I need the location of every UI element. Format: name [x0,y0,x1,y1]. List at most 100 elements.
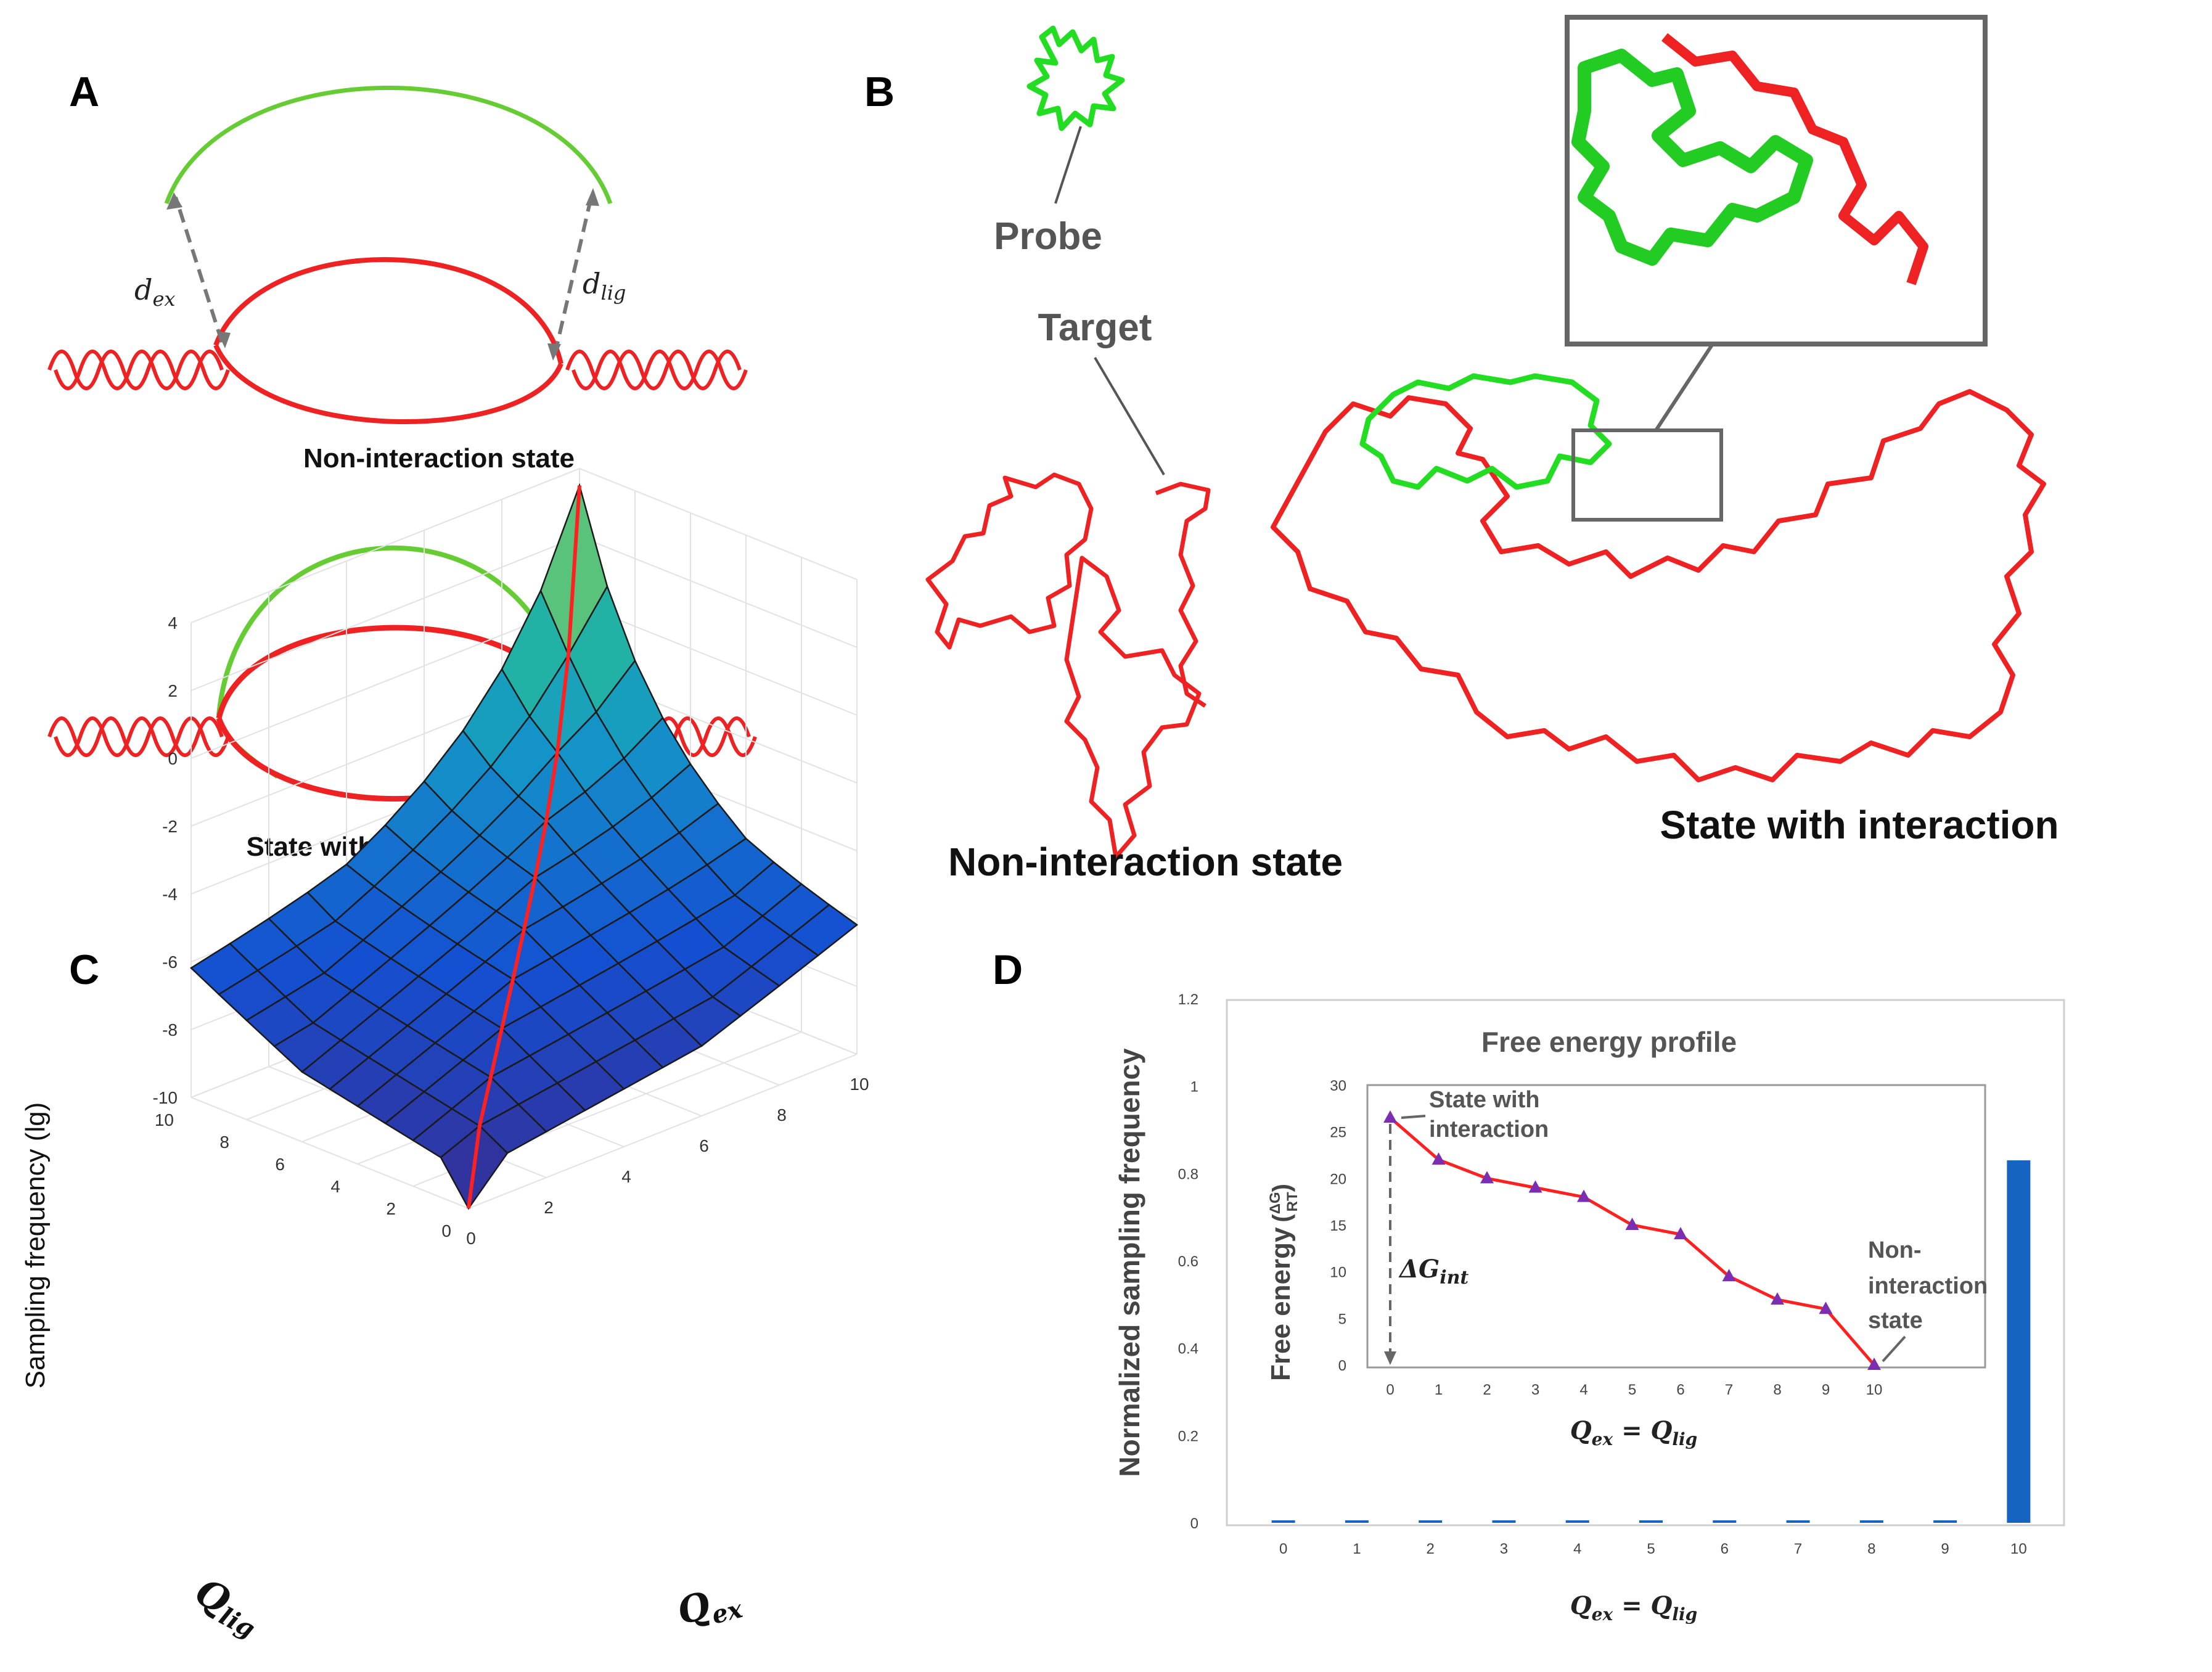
d-inset-xtick: 2 [1483,1382,1491,1398]
c-xtick: 4 [621,1167,631,1186]
c-xtick: 2 [544,1198,554,1217]
d-inset-title: Free energy profile [1481,1026,1737,1058]
d-inset-marker [1480,1171,1494,1184]
caption-non-interaction-b: Non-interaction state [948,840,1343,884]
d-xtick: 8 [1867,1541,1875,1557]
d-inset-xtick: 8 [1773,1382,1781,1398]
d-bar-chart: 00.20.40.60.811.20 1 2 3 4 5 6 7 8 9 10 [1178,991,2031,1557]
d-ytick: 1 [1190,1079,1198,1096]
c-ztick: -2 [162,817,178,836]
c-ytick: 4 [330,1177,340,1196]
c-ylabel: Qlig [186,1570,269,1644]
d-ytick: 0 [1190,1515,1198,1532]
d-ytick: 0.4 [1178,1341,1198,1358]
d-bar [1565,1520,1589,1523]
d-inset-xtick: 7 [1725,1382,1733,1398]
d-bar [1492,1520,1516,1523]
d-inset-ytick: 25 [1330,1125,1346,1141]
c-ytick: 10 [155,1110,174,1129]
d-inset-ytick: 30 [1330,1078,1346,1094]
c-xtick: 6 [699,1136,709,1155]
c-ztick: -4 [162,885,178,904]
d-lig-label: dlig [583,267,626,305]
d-bar [1419,1520,1443,1523]
zoom-probe-strand [1571,49,1813,266]
d-plot-frame [1226,999,2065,1527]
d-ann-arrow-left [1401,1115,1426,1119]
d-bar [1345,1520,1369,1523]
d-xlabel: Qex = Qlig [1570,1591,1697,1625]
probe-label: Probe [994,215,1102,258]
c-ytick: 2 [386,1199,396,1218]
panel-c: C 4 2 0 -2 -4 -6 -8 -10 0 2 4 6 8 10 0 2 4 6 8 10 Sampling … [20,467,869,1644]
helix-top-left-2 [54,350,230,390]
d-bar [1271,1520,1295,1523]
zoom-target-strand [1661,33,1928,285]
target-loop-top-upper [213,257,563,364]
target-loop-top-lower [213,344,563,424]
d-inset-ytick: 0 [1338,1358,1346,1374]
d-inset-marker [1674,1227,1687,1240]
d-inset-ylabel: Free energy(ΔGRT) [1266,1184,1301,1381]
d-inset-marker [1722,1269,1736,1282]
d-ytick: 0.6 [1178,1253,1198,1270]
d-ytick: 1.2 [1178,991,1198,1008]
d-xtick: 10 [2010,1541,2027,1557]
d-xtick: 4 [1573,1541,1581,1557]
panel-a-letter: A [69,68,99,115]
d-ann-state: state [1868,1308,1923,1334]
d-xtick: 6 [1721,1541,1729,1557]
c-xtick: 10 [850,1075,869,1094]
c-ytick: 6 [275,1155,285,1174]
d-inset-line [1389,1117,1875,1366]
d-xtick: 9 [1941,1541,1949,1557]
d-ytick: 0.2 [1178,1428,1198,1445]
surface-plot: 4 2 0 -2 -4 -6 -8 -10 0 2 4 6 8 10 0 2 4 6 8 10 [153,467,869,1248]
d-inset-xtick: 6 [1676,1382,1684,1398]
d-ex-arrowhead-down [217,331,231,348]
d-xtick: 0 [1279,1541,1287,1557]
panel-b-letter: B [864,68,895,115]
d-inset-marker [1528,1180,1542,1193]
d-inset-xtick: 5 [1628,1382,1636,1398]
d-xtick: 3 [1500,1541,1508,1557]
c-ztick: -10 [153,1088,178,1107]
d-inset-xtick: 9 [1822,1382,1830,1398]
panel-b: B Probe Target Non-interaction state Sta… [864,15,2059,884]
c-gridline-z [190,467,858,623]
c-ztick: -8 [162,1020,178,1039]
d-inset-ytick: 15 [1330,1218,1346,1234]
panel-d-letter: D [993,946,1023,993]
d-inset-marker [1771,1292,1784,1305]
d-bar [2007,1160,2031,1523]
d-xtick: 5 [1647,1541,1655,1557]
d-inset-ytick: 5 [1338,1311,1346,1327]
d-inset-marker [1819,1301,1833,1314]
d-lig-arrow [553,194,594,355]
d-inset-xtick: 10 [1866,1382,1883,1398]
target-coil-free [925,472,1211,859]
d-inset-xtick: 0 [1386,1382,1394,1398]
c-ytick: 0 [441,1221,451,1240]
panel-c-letter: C [69,946,99,993]
d-delta-g: ΔGint [1398,1255,1469,1289]
d-inset-frame [1366,1084,1986,1369]
d-bar [1786,1520,1810,1523]
d-ex-arrow [174,197,224,343]
d-ann-interaction: interaction [1429,1117,1549,1142]
d-inset-marker [1383,1110,1397,1123]
d-ex-arrowhead-up [166,192,182,210]
d-inset-xtick: 1 [1435,1382,1443,1398]
zoom-source-box [1571,428,1723,522]
d-xtick: 7 [1794,1541,1802,1557]
c-diagonal-line [467,485,581,1209]
d-inset-xtick: 4 [1579,1382,1587,1398]
helix-bottom-left-2 [54,716,230,757]
d-ann-arrow-right [1882,1335,1906,1363]
c-floor-y [468,1054,858,1209]
d-inset-marker [1577,1189,1591,1202]
d-bar [1713,1520,1737,1523]
d-xtick: 2 [1427,1541,1435,1557]
probe-coil-free [1026,25,1125,131]
